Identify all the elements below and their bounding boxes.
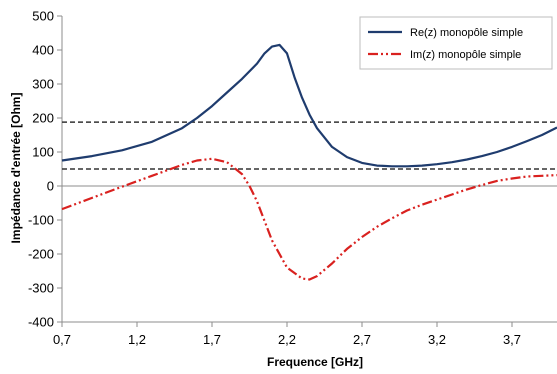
series-layer [61, 43, 557, 281]
y-tick-label: 0 [47, 179, 54, 194]
y-tick-label: -400 [28, 315, 54, 330]
y-tick-label: -200 [28, 247, 54, 262]
x-tick-label: 1,7 [203, 332, 221, 347]
tick-labels: 500 400 300 200 100 0 -100 -200 -300 -400 0,7 1,2 1,… [28, 9, 521, 348]
legend: Re(z) monopôle simple Im(z) monopôle sim… [359, 16, 553, 70]
x-tick-label: 1,2 [128, 332, 146, 347]
x-tick-label: 3,7 [503, 332, 521, 347]
y-tick-label: 100 [32, 145, 54, 160]
series-re-line [61, 43, 557, 168]
y-tick-label: 500 [32, 9, 54, 24]
y-tick-label: 200 [32, 111, 54, 126]
x-tick-label: 2,2 [278, 332, 296, 347]
x-tick-label: 2,7 [353, 332, 371, 347]
legend-box [359, 16, 553, 70]
legend-label-im: Im(z) monopôle simple [410, 49, 521, 61]
y-axis-title: Impédance d'entrée [Ohm] [9, 93, 23, 244]
series-im-line [61, 157, 557, 281]
reference-lines [62, 121, 557, 170]
y-tick-label: -300 [28, 281, 54, 296]
x-tick-label: 0,7 [53, 332, 71, 347]
x-axis-title: Frequence [GHz] [267, 355, 363, 369]
legend-label-re: Re(z) monopôle simple [410, 27, 523, 39]
y-tick-label: 300 [32, 77, 54, 92]
y-tick-label: 400 [32, 43, 54, 58]
x-tick-label: 3,2 [428, 332, 446, 347]
y-tick-label: -100 [28, 213, 54, 228]
